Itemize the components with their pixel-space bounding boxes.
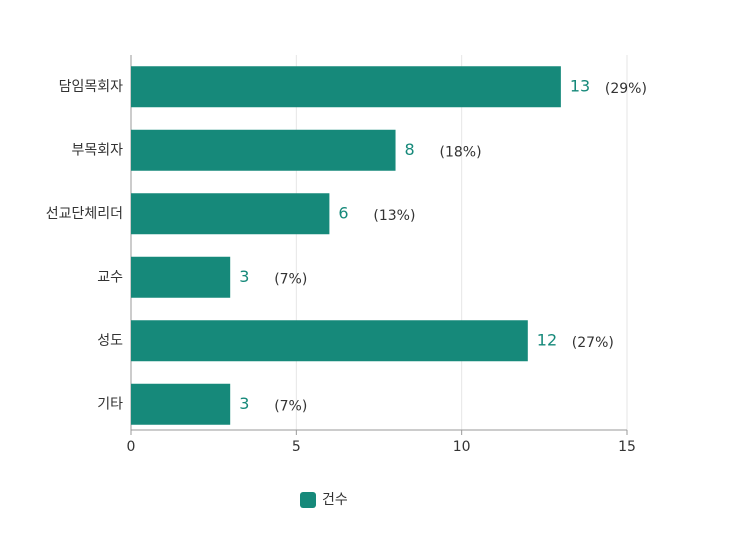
value-label: 6: [338, 203, 348, 222]
share-label: (7%): [274, 398, 307, 414]
value-label: 3: [239, 394, 249, 413]
value-label: 12: [537, 330, 557, 349]
y-tick-label: 성도: [97, 333, 123, 349]
share-label: (7%): [274, 271, 307, 287]
bar: [131, 129, 396, 171]
legend-label: 건수: [322, 492, 348, 508]
y-tick-label: 기타: [97, 396, 123, 412]
x-tick-label: 10: [453, 439, 471, 455]
y-tick-label: 선교단체리더: [46, 206, 123, 222]
value-label: 8: [405, 140, 415, 159]
x-tick-label: 0: [127, 439, 136, 455]
legend-swatch: [300, 492, 316, 508]
y-tick-label: 부목회자: [71, 142, 123, 158]
y-tick-label: 교수: [97, 269, 123, 285]
bar: [131, 383, 231, 425]
y-tick-label: 담임목회자: [59, 79, 124, 95]
x-tick-label: 15: [618, 439, 636, 455]
share-label: (29%): [605, 81, 647, 97]
share-label: (27%): [572, 335, 614, 351]
x-tick-label: 5: [292, 439, 301, 455]
share-label: (13%): [373, 208, 415, 224]
value-label: 13: [570, 76, 590, 95]
bar: [131, 320, 528, 362]
bar: [131, 66, 561, 108]
bar: [131, 193, 330, 235]
value-label: 3: [239, 267, 249, 286]
bar: [131, 256, 231, 298]
share-label: (18%): [440, 144, 482, 160]
